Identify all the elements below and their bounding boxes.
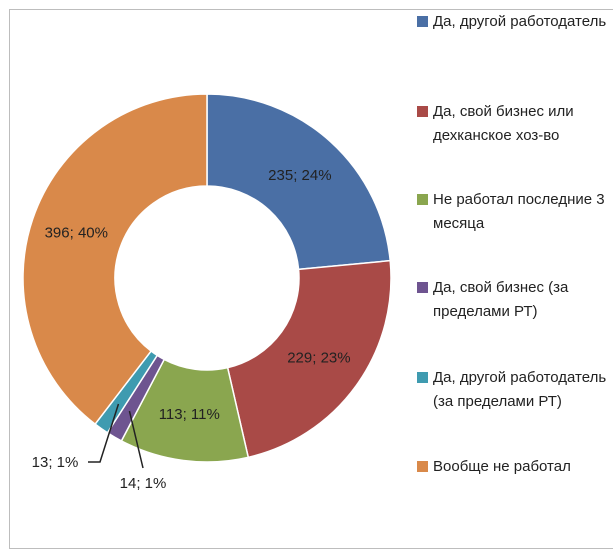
legend-label: Да, свой бизнес или дехканское хоз-во xyxy=(433,103,574,144)
legend-swatch xyxy=(417,106,428,117)
leader-line xyxy=(128,410,144,469)
legend-swatch xyxy=(417,372,428,383)
plot: 235; 24% 229; 23% 113; 11% 14; 1% 13; 1% 396;… xyxy=(22,93,392,492)
data-label: 396; 40% xyxy=(45,225,108,242)
data-label: 235; 24% xyxy=(268,167,331,184)
data-label: 13; 1% xyxy=(32,454,79,471)
donut-slice xyxy=(226,259,392,459)
data-label: 14; 1% xyxy=(120,475,167,492)
legend-label: Да, свой бизнес (за пределами РТ) xyxy=(433,279,569,320)
donut-slice xyxy=(206,93,392,271)
legend-label: Да, другой работодатель (за пределами РТ… xyxy=(433,369,607,410)
legend-item: Не работал последние 3 месяца xyxy=(417,188,607,236)
leader-line xyxy=(88,403,120,463)
donut-slice xyxy=(22,93,208,426)
data-label: 229; 23% xyxy=(287,350,350,367)
legend-label: Да, другой работодатель xyxy=(433,13,607,30)
legend-label: Вообще не работал xyxy=(433,458,571,475)
legend-item: Да, свой бизнес (за пределами РТ) xyxy=(417,276,607,324)
chart: 235; 24% 229; 23% 113; 11% 14; 1% 13; 1% 396;… xyxy=(9,9,613,549)
data-label: 113; 11% xyxy=(159,406,220,423)
legend-swatch xyxy=(417,282,428,293)
legend-item: Да, другой работодатель (за пределами РТ… xyxy=(417,366,607,414)
legend-swatch xyxy=(417,16,428,27)
legend-swatch xyxy=(417,461,428,472)
legend-swatch xyxy=(417,194,428,205)
legend-item: Да, другой работодатель xyxy=(417,10,607,34)
legend-item: Да, свой бизнес или дехканское хоз-во xyxy=(417,100,607,148)
legend-item: Вообще не работал xyxy=(417,455,607,479)
legend-label: Не работал последние 3 месяца xyxy=(433,191,605,232)
